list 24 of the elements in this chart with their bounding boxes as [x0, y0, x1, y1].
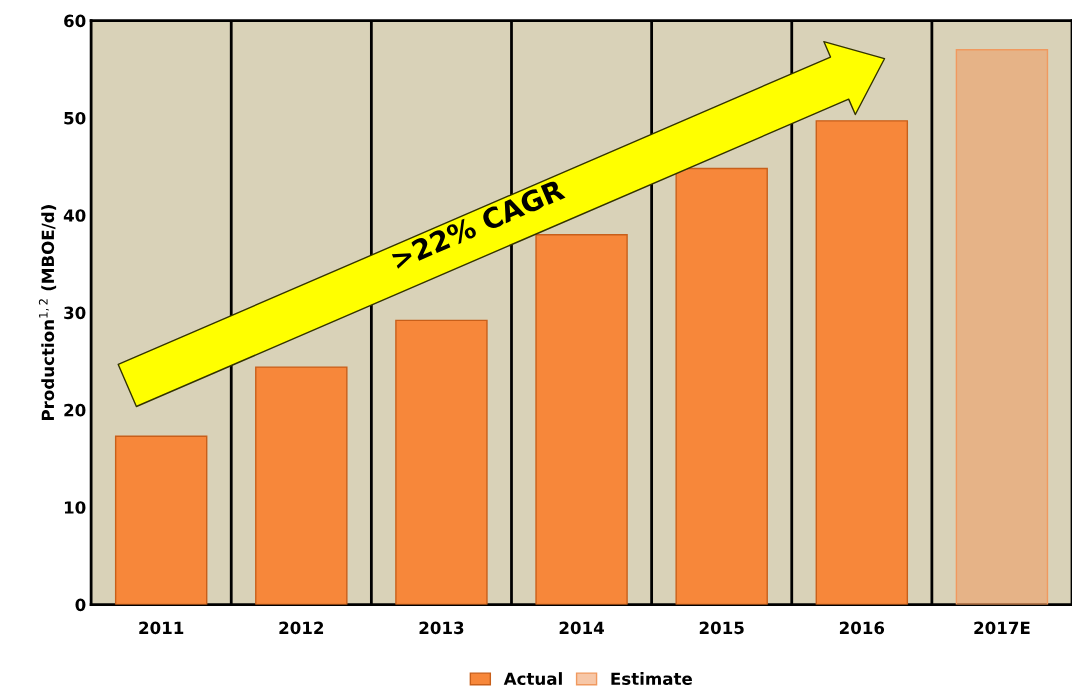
y-tick-label: 40: [63, 209, 86, 222]
legend-label: Estimate: [611, 672, 692, 686]
x-tick-label: 2015: [699, 621, 744, 635]
y-tick-label: 30: [64, 306, 86, 320]
bar: [114, 435, 208, 605]
bar: [675, 167, 768, 605]
y-tick-label: 0: [75, 598, 86, 612]
bar: [955, 49, 1049, 605]
x-tick-label: 2017E: [974, 621, 1030, 635]
x-tick-label: 2013: [419, 621, 464, 635]
bar: [535, 234, 628, 605]
x-tick-label: 2011: [139, 621, 184, 635]
x-tick-label: 2016: [839, 621, 885, 635]
x-tick-label: 2012: [279, 621, 324, 635]
legend-label: Actual: [503, 672, 562, 686]
y-tick-label: 50: [64, 111, 86, 125]
y-tick-label: 60: [64, 14, 86, 28]
y-tick-label: 20: [64, 403, 86, 417]
y-axis-title: Production$^{1,2}$ (MBOE/d): [38, 205, 57, 421]
bar: [815, 120, 909, 605]
y-tick-label: 10: [64, 501, 86, 514]
x-tick-label: 2014: [559, 621, 604, 635]
bar: [255, 366, 348, 605]
bar: [395, 319, 488, 605]
